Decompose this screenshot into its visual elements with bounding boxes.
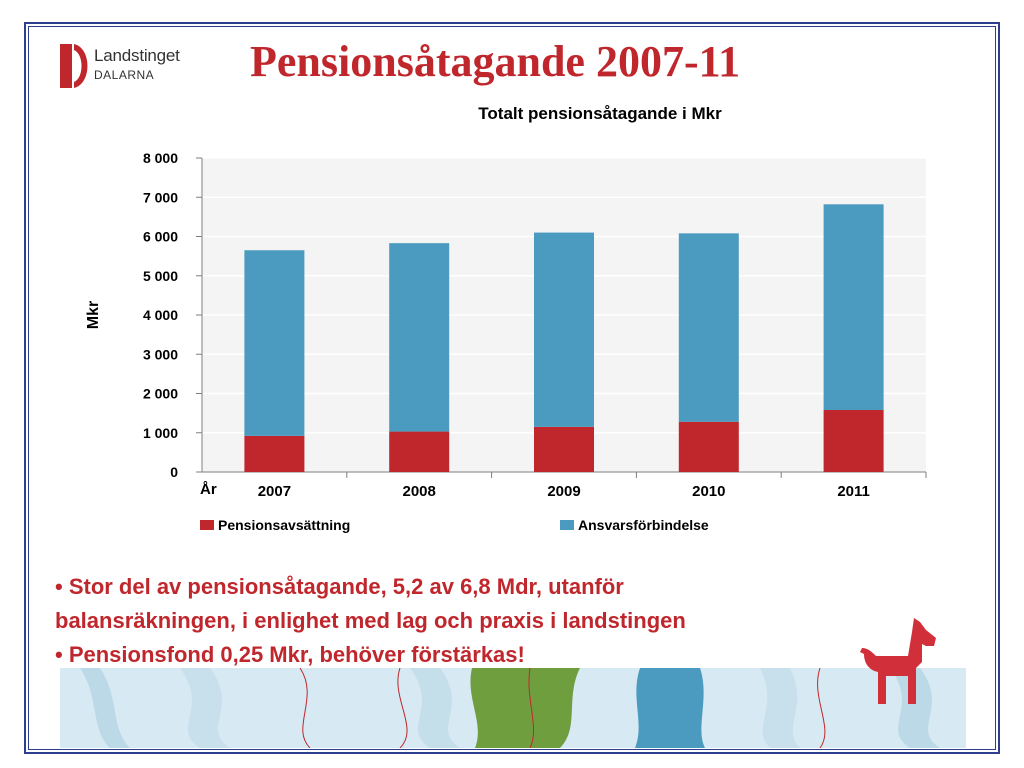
legend-swatch: [200, 520, 214, 530]
bullet-line-2: balansräkningen, i enlighet med lag och …: [55, 608, 686, 633]
bar-ansvarsforbindelse: [678, 233, 739, 422]
logo: Landstinget DALARNA: [58, 40, 218, 92]
logo-subtitle: DALARNA: [94, 68, 155, 82]
legend-label: Pensionsavsättning: [218, 517, 350, 533]
x-tick-label: 2008: [403, 483, 436, 500]
bar-ansvarsforbindelse: [534, 232, 594, 427]
stacked-bar-chart: 0 1 000 2 000 3 000 4 000 5 000 6 000 7 000 8 00…: [85, 150, 927, 533]
landstinget-logo-icon: [60, 44, 88, 88]
y-tick-label: 8 000: [143, 150, 178, 166]
y-tick-label: 5 000: [143, 268, 178, 284]
bar-pensionsavsattning: [678, 421, 739, 472]
y-tick-label: 6 000: [143, 229, 178, 245]
dala-horse-icon: [860, 618, 936, 704]
bullet-line-1: • Stor del av pensionsåtagande, 5,2 av 6…: [55, 574, 624, 599]
legend-swatch: [560, 520, 574, 530]
bullet-list: • Stor del av pensionsåtagande, 5,2 av 6…: [55, 570, 895, 672]
bullet-line-3: • Pensionsfond 0,25 Mkr, behöver förstär…: [55, 642, 525, 667]
decorative-banner: [60, 668, 966, 748]
bar-ansvarsforbindelse: [244, 250, 305, 436]
bar-pensionsavsattning: [534, 426, 594, 472]
y-tick-label: 3 000: [143, 346, 178, 362]
y-axis-label: Mkr: [85, 301, 102, 329]
x-axis-label: År: [200, 481, 217, 498]
legend-label: Ansvarsförbindelse: [578, 517, 709, 533]
slide-frame-inner: [28, 26, 996, 750]
y-tick-label: 2 000: [143, 386, 178, 402]
y-tick-label: 4 000: [143, 307, 178, 323]
slide-frame-outer: [24, 22, 1000, 754]
y-tick-label: 7 000: [143, 189, 178, 205]
page-title: Pensionsåtagande 2007-11: [250, 37, 741, 86]
bar-pensionsavsattning: [389, 431, 450, 472]
logo-name: Landstinget: [94, 46, 180, 65]
x-tick-label: 2010: [692, 483, 725, 500]
bar-ansvarsforbindelse: [389, 243, 450, 432]
bar-pensionsavsattning: [823, 409, 884, 472]
x-tick-label: 2009: [547, 483, 580, 500]
y-tick-label: 0: [170, 464, 178, 480]
bar-pensionsavsattning: [244, 435, 305, 472]
x-tick-label: 2011: [837, 483, 870, 500]
chart-title: Totalt pensionsåtagande i Mkr: [478, 104, 722, 123]
x-tick-label: 2007: [258, 483, 291, 500]
y-tick-label: 1 000: [143, 425, 178, 441]
bar-ansvarsforbindelse: [823, 204, 884, 410]
